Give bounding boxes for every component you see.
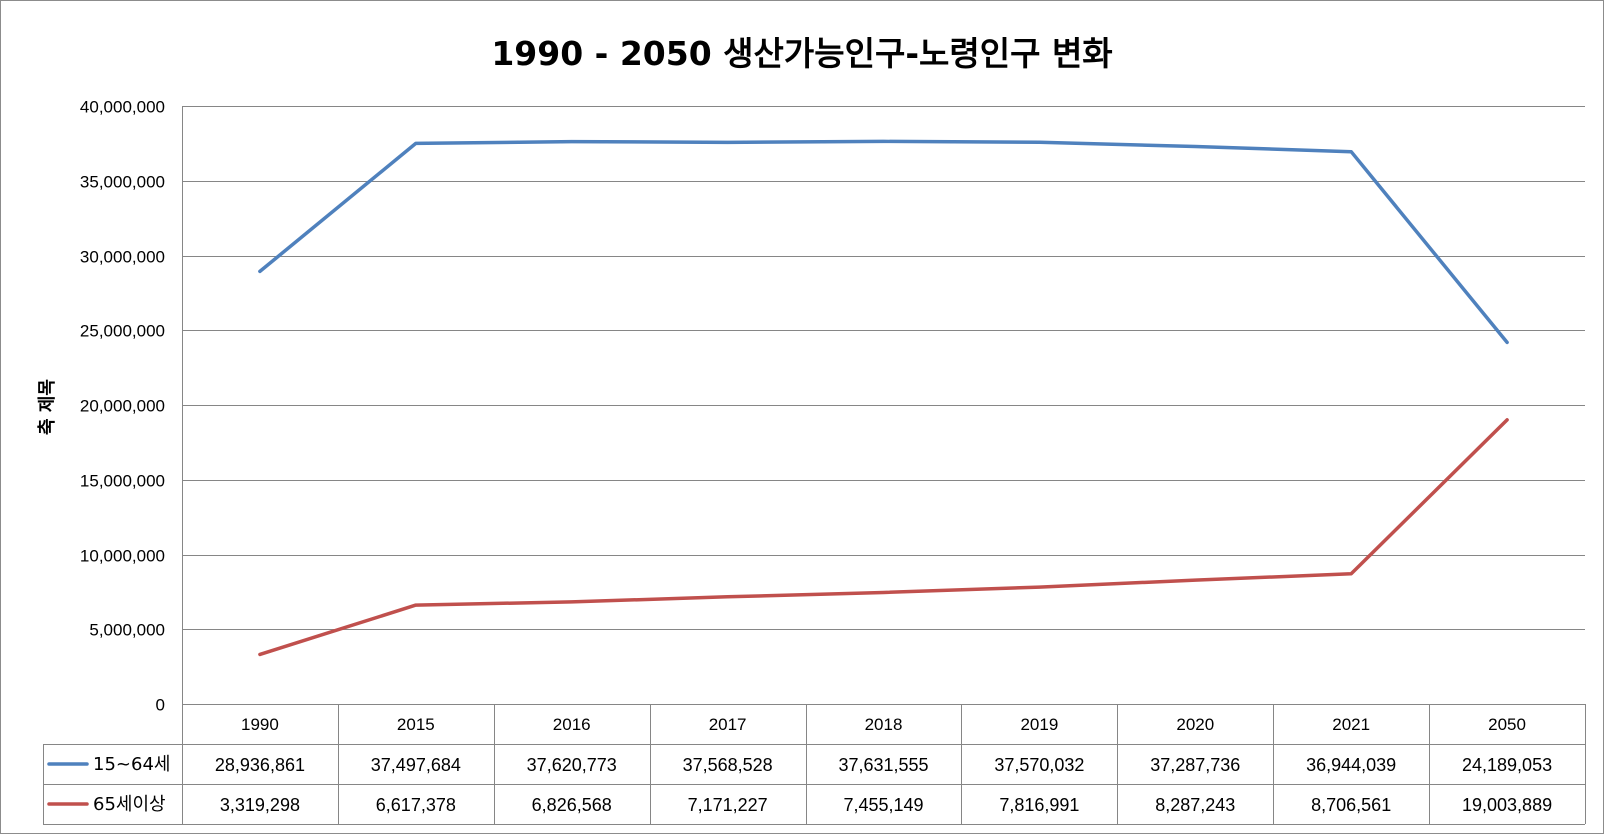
data-label: 37,497,684 bbox=[371, 755, 461, 775]
x-category-label: 2017 bbox=[709, 715, 747, 734]
data-label: 7,171,227 bbox=[688, 795, 768, 815]
data-label: 19,003,889 bbox=[1462, 795, 1552, 815]
data-label: 24,189,053 bbox=[1462, 755, 1552, 775]
y-tick-label: 30,000,000 bbox=[80, 248, 165, 267]
data-label: 37,631,555 bbox=[838, 755, 928, 775]
data-label: 8,706,561 bbox=[1311, 795, 1391, 815]
series-name: 15~64세 bbox=[93, 754, 170, 775]
y-tick-label: 5,000,000 bbox=[89, 621, 165, 640]
y-tick-label: 10,000,000 bbox=[80, 547, 165, 566]
data-label: 3,319,298 bbox=[220, 795, 300, 815]
series-name: 65세이상 bbox=[93, 794, 166, 815]
data-table: 1990 2015 2016 2017 2018 2019 2020 2021 2050 15~6… bbox=[43, 704, 1586, 825]
data-label: 36,944,039 bbox=[1306, 755, 1396, 775]
data-label: 7,455,149 bbox=[843, 795, 923, 815]
data-label: 6,826,568 bbox=[532, 795, 612, 815]
y-tick-label: 40,000,000 bbox=[80, 98, 165, 117]
y-tick-label: 0 bbox=[156, 696, 165, 715]
gridlines bbox=[182, 106, 1585, 705]
y-tick-label: 25,000,000 bbox=[80, 322, 165, 341]
data-label: 37,620,773 bbox=[527, 755, 617, 775]
data-label: 8,287,243 bbox=[1155, 795, 1235, 815]
x-category-label: 1990 bbox=[241, 715, 279, 734]
x-category-label: 2015 bbox=[397, 715, 435, 734]
y-tick-label: 20,000,000 bbox=[80, 397, 165, 416]
x-category-label: 2016 bbox=[553, 715, 591, 734]
x-category-label: 2021 bbox=[1332, 715, 1370, 734]
x-category-label: 2050 bbox=[1488, 715, 1526, 734]
chart-title: 1990 - 2050 생산가능인구-노령인구 변화 bbox=[491, 34, 1112, 73]
y-tick-label: 35,000,000 bbox=[80, 173, 165, 192]
data-label: 6,617,378 bbox=[376, 795, 456, 815]
x-category-label: 2019 bbox=[1020, 715, 1058, 734]
data-label: 28,936,861 bbox=[215, 755, 305, 775]
series-line-1 bbox=[258, 139, 1509, 345]
data-label: 7,816,991 bbox=[999, 795, 1079, 815]
y-axis-ticks: 0 5,000,000 10,000,000 15,000,000 20,000,000… bbox=[80, 98, 165, 715]
y-tick-label: 15,000,000 bbox=[80, 472, 165, 491]
data-label: 37,570,032 bbox=[994, 755, 1084, 775]
y-axis-title: 축 제목 bbox=[37, 379, 58, 435]
x-category-label: 2020 bbox=[1176, 715, 1214, 734]
data-label: 37,287,736 bbox=[1150, 755, 1240, 775]
series-line-2 bbox=[258, 418, 1509, 657]
data-label: 37,568,528 bbox=[683, 755, 773, 775]
x-category-label: 2018 bbox=[865, 715, 903, 734]
series-lines bbox=[258, 139, 1509, 657]
